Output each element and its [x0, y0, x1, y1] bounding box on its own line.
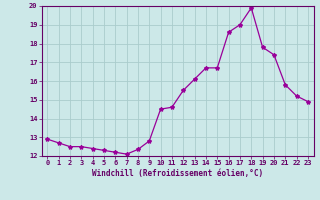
X-axis label: Windchill (Refroidissement éolien,°C): Windchill (Refroidissement éolien,°C): [92, 169, 263, 178]
